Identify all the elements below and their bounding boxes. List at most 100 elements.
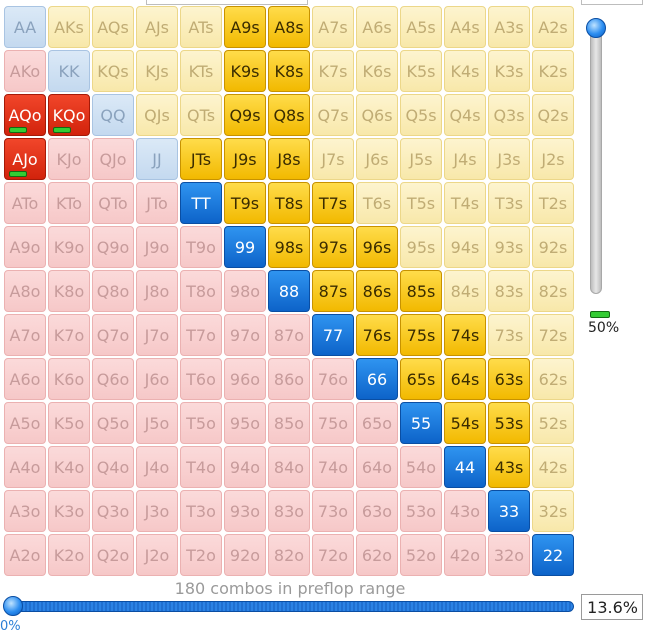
- hand-cell-64s[interactable]: 64s: [444, 358, 486, 400]
- hand-cell-82s[interactable]: 82s: [532, 270, 574, 312]
- hand-cell-a5s[interactable]: A5s: [400, 6, 442, 48]
- hand-cell-97s[interactable]: 97s: [312, 226, 354, 268]
- hand-cell-k9s[interactable]: K9s: [224, 50, 266, 92]
- hand-cell-aqs[interactable]: AQs: [92, 6, 134, 48]
- hand-cell-33[interactable]: 33: [488, 490, 530, 532]
- hand-cell-j6s[interactable]: J6s: [356, 138, 398, 180]
- hand-cell-73o[interactable]: 73o: [312, 490, 354, 532]
- hand-cell-98o[interactable]: 98o: [224, 270, 266, 312]
- hand-cell-52o[interactable]: 52o: [400, 534, 442, 576]
- hand-cell-83o[interactable]: 83o: [268, 490, 310, 532]
- hand-cell-32s[interactable]: 32s: [532, 490, 574, 532]
- hand-cell-75s[interactable]: 75s: [400, 314, 442, 356]
- hand-cell-62o[interactable]: 62o: [356, 534, 398, 576]
- hand-cell-q2o[interactable]: Q2o: [92, 534, 134, 576]
- hand-cell-t9s[interactable]: T9s: [224, 182, 266, 224]
- hand-cell-k4o[interactable]: K4o: [48, 446, 90, 488]
- hand-cell-87o[interactable]: 87o: [268, 314, 310, 356]
- hand-cell-k8o[interactable]: K8o: [48, 270, 90, 312]
- hand-cell-kqs[interactable]: KQs: [92, 50, 134, 92]
- hand-cell-aqo[interactable]: AQo: [4, 94, 46, 136]
- hand-cell-95o[interactable]: 95o: [224, 402, 266, 444]
- hand-cell-jts[interactable]: JTs: [180, 138, 222, 180]
- hand-cell-t4o[interactable]: T4o: [180, 446, 222, 488]
- hand-cell-j7s[interactable]: J7s: [312, 138, 354, 180]
- hand-cell-t5s[interactable]: T5s: [400, 182, 442, 224]
- hand-cell-42o[interactable]: 42o: [444, 534, 486, 576]
- hand-cell-q4s[interactable]: Q4s: [444, 94, 486, 136]
- hand-cell-93s[interactable]: 93s: [488, 226, 530, 268]
- hand-cell-q6o[interactable]: Q6o: [92, 358, 134, 400]
- hand-cell-a8s[interactable]: A8s: [268, 6, 310, 48]
- hand-cell-k6s[interactable]: K6s: [356, 50, 398, 92]
- hand-cell-a7s[interactable]: A7s: [312, 6, 354, 48]
- hand-cell-qq[interactable]: QQ: [92, 94, 134, 136]
- hand-cell-q8s[interactable]: Q8s: [268, 94, 310, 136]
- hand-cell-a9o[interactable]: A9o: [4, 226, 46, 268]
- hand-cell-32o[interactable]: 32o: [488, 534, 530, 576]
- hand-cell-52s[interactable]: 52s: [532, 402, 574, 444]
- hand-cell-94s[interactable]: 94s: [444, 226, 486, 268]
- hand-cell-t9o[interactable]: T9o: [180, 226, 222, 268]
- hand-cell-kjs[interactable]: KJs: [136, 50, 178, 92]
- hand-cell-j8o[interactable]: J8o: [136, 270, 178, 312]
- hand-cell-q2s[interactable]: Q2s: [532, 94, 574, 136]
- hand-cell-a2s[interactable]: A2s: [532, 6, 574, 48]
- hand-cell-j5o[interactable]: J5o: [136, 402, 178, 444]
- hand-cell-q7s[interactable]: Q7s: [312, 94, 354, 136]
- hand-cell-j2s[interactable]: J2s: [532, 138, 574, 180]
- hand-cell-qto[interactable]: QTo: [92, 182, 134, 224]
- hand-cell-q7o[interactable]: Q7o: [92, 314, 134, 356]
- hand-cell-j6o[interactable]: J6o: [136, 358, 178, 400]
- hand-cell-jj[interactable]: JJ: [136, 138, 178, 180]
- hand-cell-a6o[interactable]: A6o: [4, 358, 46, 400]
- hand-cell-t5o[interactable]: T5o: [180, 402, 222, 444]
- hand-cell-97o[interactable]: 97o: [224, 314, 266, 356]
- hand-cell-q8o[interactable]: Q8o: [92, 270, 134, 312]
- hand-cell-84o[interactable]: 84o: [268, 446, 310, 488]
- hand-cell-j9s[interactable]: J9s: [224, 138, 266, 180]
- hand-cell-t8o[interactable]: T8o: [180, 270, 222, 312]
- hand-cell-k4s[interactable]: K4s: [444, 50, 486, 92]
- hand-cell-k2o[interactable]: K2o: [48, 534, 90, 576]
- hand-cell-62s[interactable]: 62s: [532, 358, 574, 400]
- hand-cell-a8o[interactable]: A8o: [4, 270, 46, 312]
- hand-cell-92o[interactable]: 92o: [224, 534, 266, 576]
- hand-cell-96o[interactable]: 96o: [224, 358, 266, 400]
- hand-cell-55[interactable]: 55: [400, 402, 442, 444]
- hand-cell-q4o[interactable]: Q4o: [92, 446, 134, 488]
- hand-cell-q9s[interactable]: Q9s: [224, 94, 266, 136]
- hand-cell-qjo[interactable]: QJo: [92, 138, 134, 180]
- hand-cell-t2o[interactable]: T2o: [180, 534, 222, 576]
- hand-cell-96s[interactable]: 96s: [356, 226, 398, 268]
- hand-cell-k6o[interactable]: K6o: [48, 358, 90, 400]
- hand-cell-k5o[interactable]: K5o: [48, 402, 90, 444]
- hand-cell-93o[interactable]: 93o: [224, 490, 266, 532]
- hand-cell-j3o[interactable]: J3o: [136, 490, 178, 532]
- hand-cell-72s[interactable]: 72s: [532, 314, 574, 356]
- weight-slider-thumb[interactable]: [586, 18, 606, 38]
- hand-cell-q3s[interactable]: Q3s: [488, 94, 530, 136]
- hand-cell-t6o[interactable]: T6o: [180, 358, 222, 400]
- hand-cell-43o[interactable]: 43o: [444, 490, 486, 532]
- hand-cell-a3o[interactable]: A3o: [4, 490, 46, 532]
- hand-cell-66[interactable]: 66: [356, 358, 398, 400]
- hand-cell-j3s[interactable]: J3s: [488, 138, 530, 180]
- hand-cell-j7o[interactable]: J7o: [136, 314, 178, 356]
- hand-cell-92s[interactable]: 92s: [532, 226, 574, 268]
- hand-cell-a4s[interactable]: A4s: [444, 6, 486, 48]
- hand-cell-76o[interactable]: 76o: [312, 358, 354, 400]
- hand-cell-k5s[interactable]: K5s: [400, 50, 442, 92]
- hand-cell-j4s[interactable]: J4s: [444, 138, 486, 180]
- hand-cell-54o[interactable]: 54o: [400, 446, 442, 488]
- weight-slider-track[interactable]: [590, 24, 602, 294]
- hand-cell-54s[interactable]: 54s: [444, 402, 486, 444]
- hand-cell-aa[interactable]: AA: [4, 6, 46, 48]
- range-slider-track[interactable]: [8, 601, 574, 612]
- hand-cell-t7s[interactable]: T7s: [312, 182, 354, 224]
- hand-cell-k7o[interactable]: K7o: [48, 314, 90, 356]
- hand-cell-82o[interactable]: 82o: [268, 534, 310, 576]
- range-slider-thumb[interactable]: [3, 596, 23, 616]
- hand-cell-64o[interactable]: 64o: [356, 446, 398, 488]
- hand-cell-63s[interactable]: 63s: [488, 358, 530, 400]
